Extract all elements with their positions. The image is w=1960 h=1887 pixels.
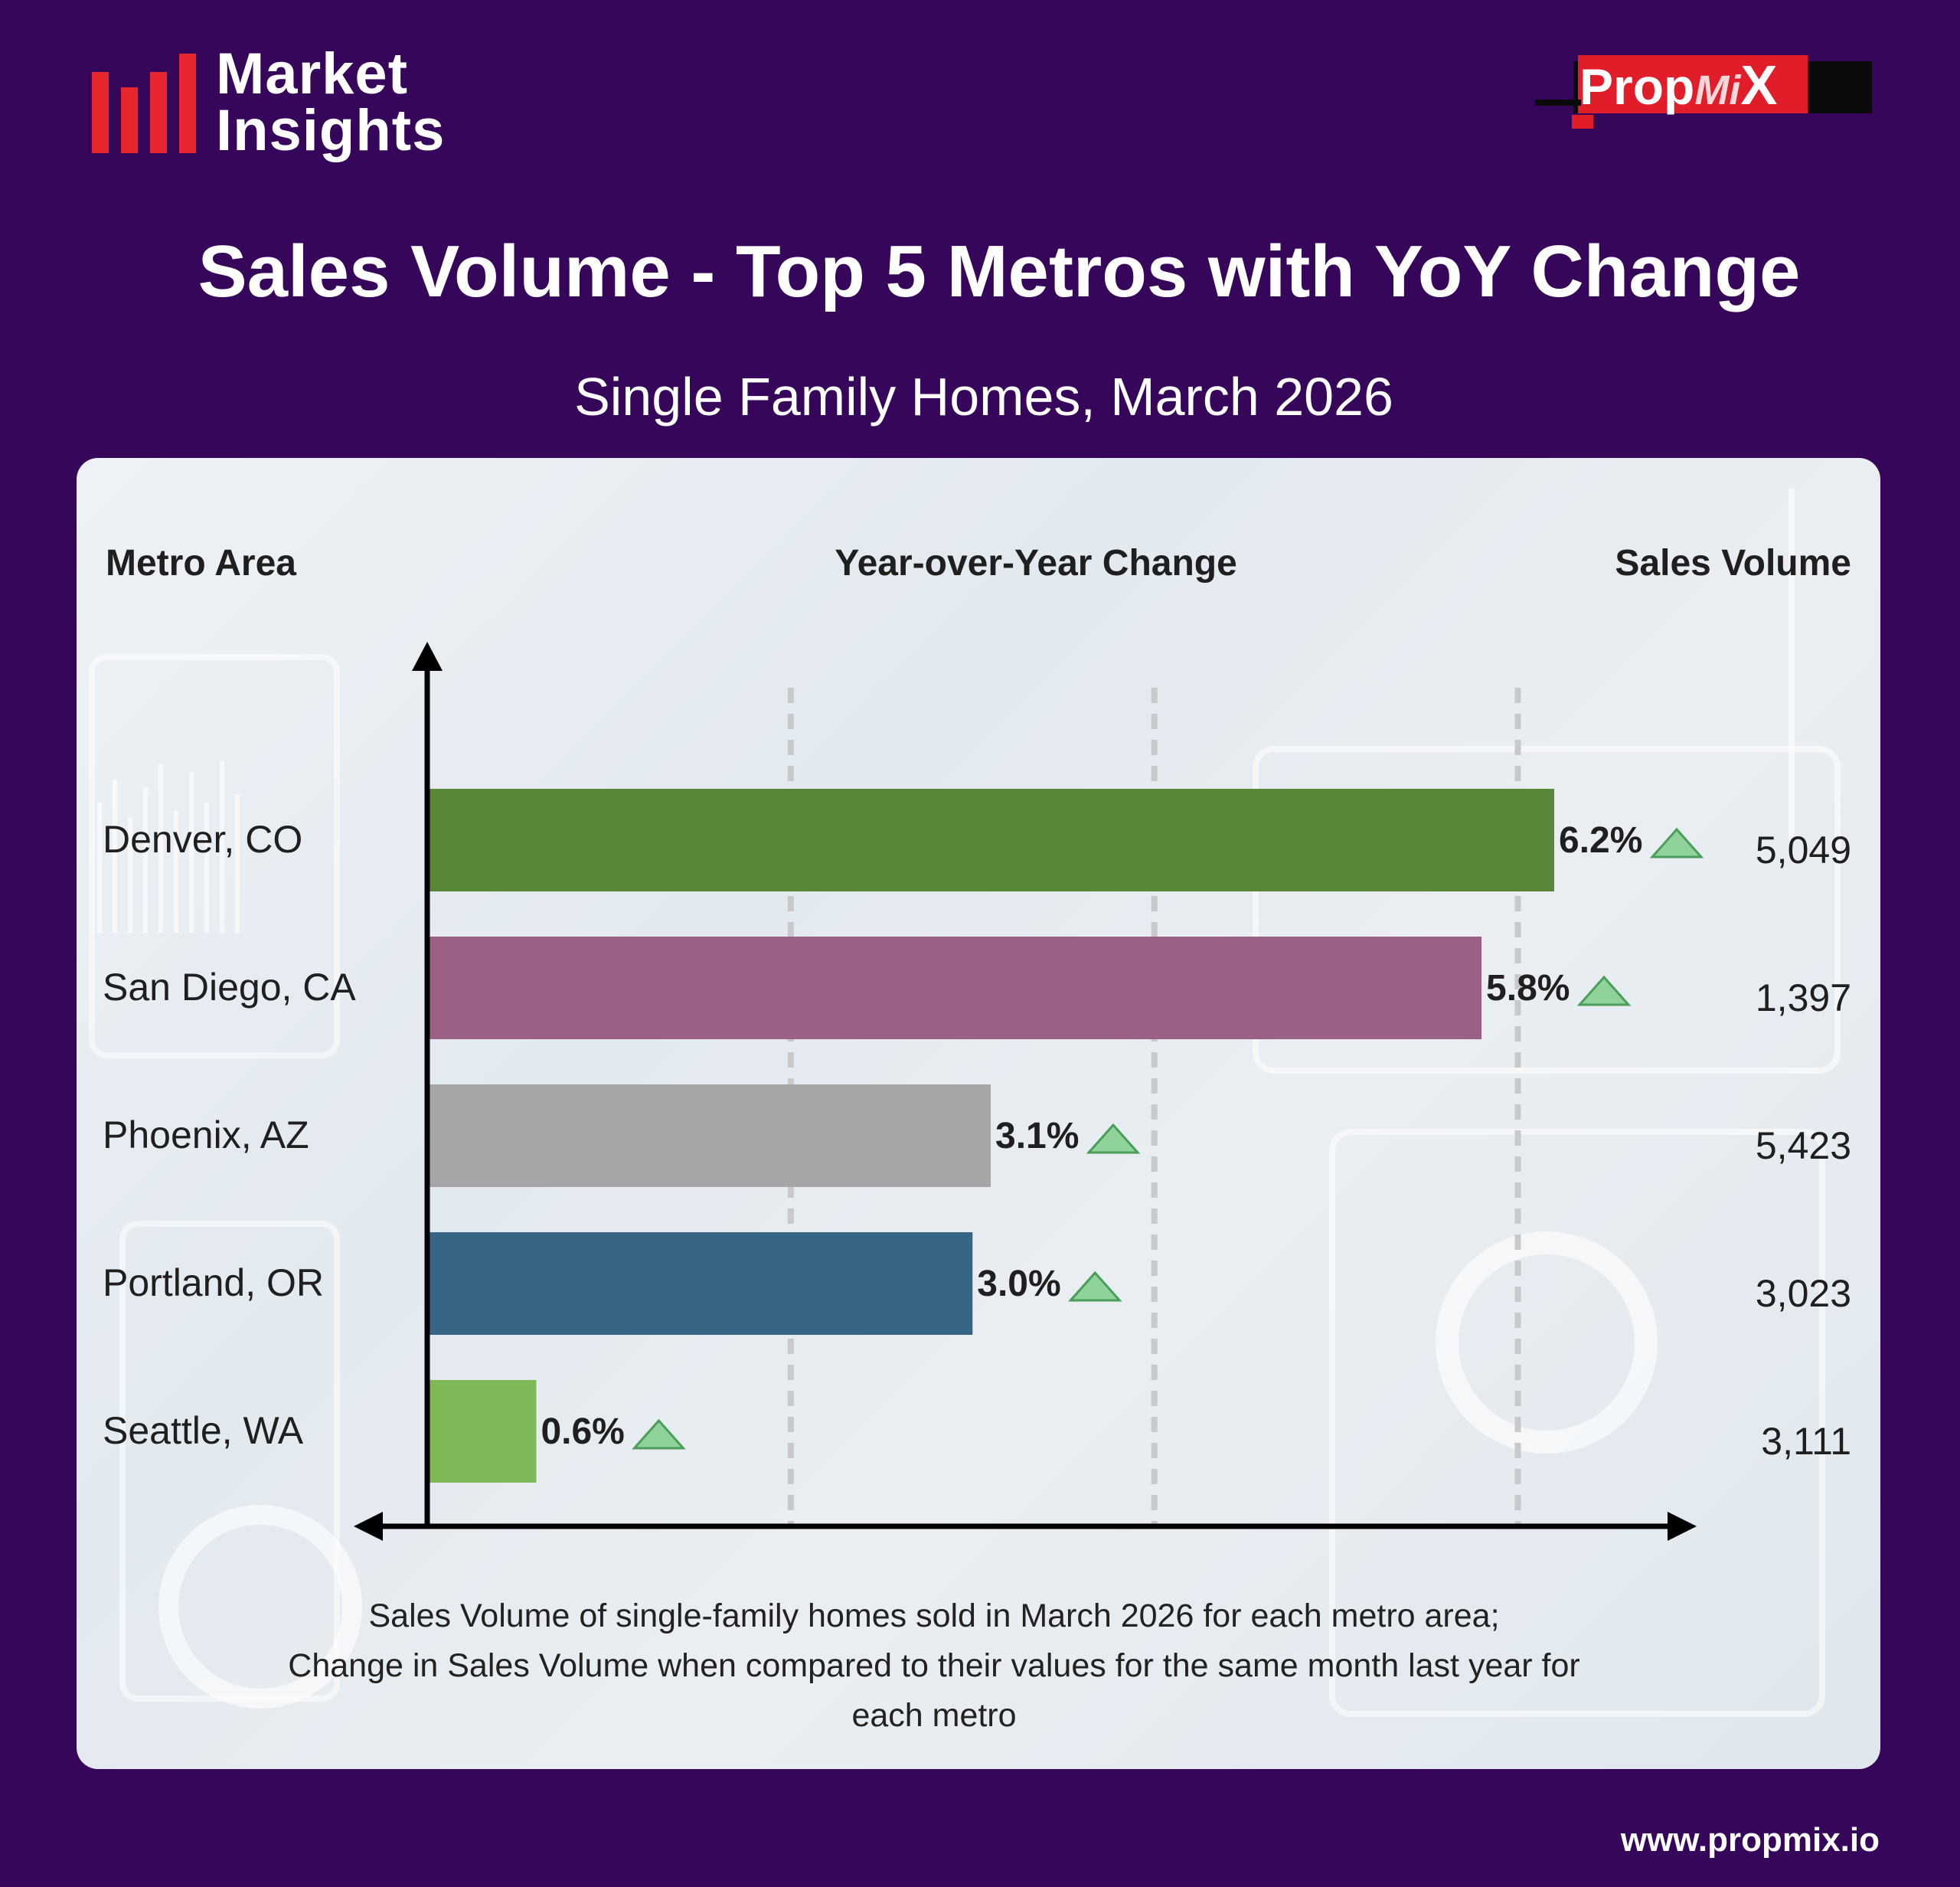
trend-up-icon: [1086, 1123, 1141, 1154]
metro-name: Portland, OR: [103, 1261, 324, 1304]
trend-up-icon: [1067, 1271, 1122, 1302]
yoy-change-bar-chart: 6.2% Denver, CO 5,049 5.8% San Diego, CA 1,39…: [103, 642, 1851, 1541]
brand-line-1: Market: [216, 41, 408, 106]
chart-card: Metro Area Year-over-Year Change Sales V…: [77, 458, 1880, 1769]
sales-volume-value: 5,423: [1756, 1124, 1851, 1167]
page-title: Sales Volume - Top 5 Metros with YoY Cha…: [198, 231, 1801, 312]
market-insights-brand: Market Insights: [92, 41, 446, 163]
sales-volume-column-header: Sales Volume: [1615, 543, 1851, 584]
yoy-change-column-header: Year-over-Year Change: [835, 543, 1237, 584]
y-axis-arrow-icon: [412, 642, 443, 671]
bar-chart-logo-icon: [92, 49, 199, 153]
decorative-background: [89, 489, 1841, 1717]
sales-volume-value: 5,049: [1756, 829, 1851, 872]
bar: [427, 937, 1482, 1039]
bar-value-label: 3.0%: [977, 1264, 1060, 1304]
bar-value-label: 5.8%: [1486, 968, 1570, 1009]
metro-name: San Diego, CA: [103, 966, 356, 1009]
sales-volume-value: 1,397: [1756, 976, 1851, 1019]
trend-up-icon: [1649, 827, 1704, 858]
metro-name: Seattle, WA: [103, 1409, 304, 1452]
x-axis-right-arrow-icon: [1668, 1512, 1697, 1541]
bar: [427, 789, 1554, 891]
page-subtitle: Single Family Homes, March 2026: [574, 367, 1393, 427]
sales-volume-value: 3,023: [1756, 1272, 1851, 1315]
metro-name: Denver, CO: [103, 818, 302, 861]
bar: [427, 1084, 991, 1187]
metro-name: Phoenix, AZ: [103, 1114, 309, 1156]
brand-name: Market Insights: [216, 41, 446, 163]
sales-volume-value: 3,111: [1761, 1420, 1851, 1463]
footnote-line-2: Change in Sales Volume when compared to …: [288, 1647, 1580, 1684]
footnote-line-3: each metro: [851, 1697, 1017, 1734]
propmix-logo: PropMiX: [1535, 55, 1872, 132]
trend-up-icon: [1576, 975, 1632, 1006]
bar-value-label: 0.6%: [541, 1411, 624, 1452]
brand-line-2: Insights: [216, 98, 446, 163]
chart-footnote: Sales Volume of single-family homes sold…: [168, 1591, 1700, 1741]
x-axis-left-arrow-icon: [354, 1512, 383, 1541]
website-url: www.propmix.io: [1620, 1821, 1880, 1859]
footnote-line-1: Sales Volume of single-family homes sold…: [368, 1598, 1500, 1634]
bar: [427, 1380, 537, 1483]
bar-value-label: 3.1%: [995, 1116, 1079, 1156]
bar: [427, 1232, 973, 1335]
propmix-logo-text: PropMiX: [1579, 55, 1778, 116]
metro-area-column-header: Metro Area: [106, 543, 296, 584]
bar-value-label: 6.2%: [1559, 820, 1642, 861]
trend-up-icon: [632, 1418, 686, 1450]
